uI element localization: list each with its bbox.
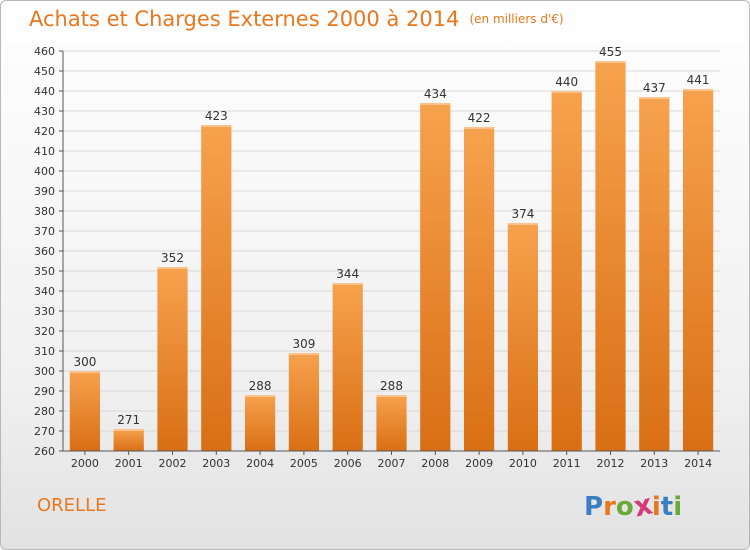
bar-top-highlight [201, 125, 232, 127]
y-tick-label: 340 [34, 285, 55, 298]
logo-letter: t [660, 492, 674, 522]
data-label-2007: 288 [380, 379, 403, 393]
bar-top-highlight [463, 127, 495, 129]
bar-top-highlight [69, 371, 101, 373]
y-tick-label: 440 [34, 85, 55, 98]
bar-top-highlight [288, 353, 320, 355]
y-tick-label: 330 [34, 305, 55, 318]
bar-2000 [69, 371, 101, 451]
y-tick-label: 270 [34, 425, 55, 438]
y-tick-label: 430 [34, 105, 55, 118]
bar-top-highlight [113, 429, 144, 431]
x-tick-label-2000: 2000 [71, 457, 99, 470]
bar-2006 [332, 283, 363, 451]
proxiti-logo: Proxiti [584, 487, 683, 523]
bar-2010 [507, 223, 539, 451]
bars: 300 271 352 423 288 309 344 288 434 422 374 440 455 4… [69, 45, 714, 451]
y-tick-label: 350 [34, 265, 55, 278]
data-label-2000: 300 [73, 355, 96, 369]
bar-top-highlight [244, 395, 276, 397]
logo-letter: i [651, 492, 661, 522]
bar-2003 [201, 125, 232, 451]
bar-top-highlight [157, 267, 188, 269]
bar-2013 [639, 97, 670, 451]
y-tick-label: 420 [34, 125, 55, 138]
data-label-2001: 271 [117, 413, 140, 427]
chart-unit: (en milliers d'€) [469, 12, 564, 26]
x-tick-label-2014: 2014 [684, 457, 712, 470]
logo-letter: r [603, 492, 616, 522]
x-tick-label-2010: 2010 [509, 457, 537, 470]
x-tick-label-2006: 2006 [334, 457, 362, 470]
x-tick-label-2001: 2001 [115, 457, 143, 470]
y-tick-label: 310 [34, 345, 55, 358]
data-label-2010: 374 [511, 207, 534, 221]
y-tick-label: 280 [34, 405, 55, 418]
bar-top-highlight [332, 283, 363, 285]
data-label-2013: 437 [643, 81, 666, 95]
bar-2005 [288, 353, 320, 451]
chart-title-text: Achats et Charges Externes 2000 à 2014 [29, 7, 460, 31]
y-tick-label: 360 [34, 245, 55, 258]
x-tick-label-2013: 2013 [640, 457, 668, 470]
y-tick-label: 400 [34, 165, 55, 178]
logo-letter: i [673, 492, 683, 522]
bar-top-highlight [595, 61, 626, 63]
y-tick-label: 290 [34, 385, 55, 398]
y-tick-label: 320 [34, 325, 55, 338]
x-tick-label-2004: 2004 [246, 457, 274, 470]
y-tick-label: 450 [34, 65, 55, 78]
bar-2014 [682, 89, 714, 451]
x-tick-label-2012: 2012 [597, 457, 625, 470]
y-tick-label: 260 [34, 445, 55, 458]
chart-title: Achats et Charges Externes 2000 à 2014 (e… [29, 7, 564, 31]
bar-top-highlight [507, 223, 539, 225]
x-tick-label-2008: 2008 [421, 457, 449, 470]
logo-letter: P [584, 492, 604, 522]
data-label-2005: 309 [292, 337, 315, 351]
logo-letter: o [615, 492, 634, 522]
data-label-2009: 422 [468, 111, 491, 125]
y-tick-label: 300 [34, 365, 55, 378]
y-tick-label: 390 [34, 185, 55, 198]
commune-name: ORELLE [37, 495, 107, 516]
bar-top-highlight [420, 103, 451, 105]
data-label-2002: 352 [161, 251, 184, 265]
bar-2009 [463, 127, 495, 451]
data-label-2014: 441 [687, 73, 710, 87]
bar-2002 [157, 267, 188, 451]
bar-top-highlight [639, 97, 670, 99]
data-label-2003: 423 [205, 109, 228, 123]
bar-2008 [420, 103, 451, 451]
x-tick-label-2009: 2009 [465, 457, 493, 470]
data-label-2006: 344 [336, 267, 359, 281]
x-tick-label-2007: 2007 [378, 457, 406, 470]
data-label-2011: 440 [555, 75, 578, 89]
x-tick-label-2005: 2005 [290, 457, 318, 470]
bar-top-highlight [551, 91, 582, 93]
y-tick-label: 410 [34, 145, 55, 158]
x-tick-label-2002: 2002 [159, 457, 187, 470]
bar-2012 [595, 61, 626, 451]
y-tick-label: 380 [34, 205, 55, 218]
bar-top-highlight [376, 395, 407, 397]
y-tick-label: 460 [34, 45, 55, 58]
data-label-2012: 455 [599, 45, 622, 59]
y-tick-label: 370 [34, 225, 55, 238]
axes: 260 270 280 290 300 310 320 330 340 350 360 370 380 3… [34, 45, 720, 470]
data-label-2008: 434 [424, 87, 447, 101]
x-tick-label-2011: 2011 [553, 457, 581, 470]
bar-2001 [113, 429, 144, 451]
bar-2007 [376, 395, 407, 451]
bar-top-highlight [682, 89, 714, 91]
data-label-2004: 288 [249, 379, 272, 393]
bar-2004 [244, 395, 276, 451]
x-tick-label-2003: 2003 [202, 457, 230, 470]
bar-2011 [551, 91, 582, 451]
